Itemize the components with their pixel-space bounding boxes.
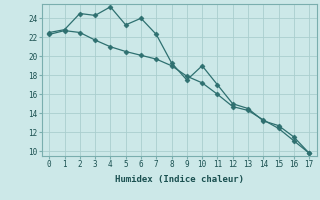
X-axis label: Humidex (Indice chaleur): Humidex (Indice chaleur) bbox=[115, 175, 244, 184]
